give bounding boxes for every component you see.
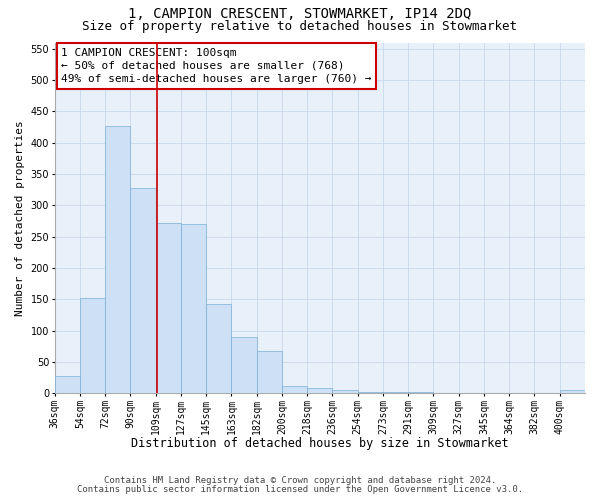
Bar [332, 390, 358, 394]
Bar [383, 392, 408, 394]
Bar [307, 388, 332, 394]
Bar [433, 393, 459, 394]
Bar [560, 390, 585, 394]
Bar [535, 393, 560, 394]
Bar [181, 224, 206, 394]
Text: 1 CAMPION CRESCENT: 100sqm
← 50% of detached houses are smaller (768)
49% of sem: 1 CAMPION CRESCENT: 100sqm ← 50% of deta… [61, 48, 371, 84]
Bar [156, 223, 181, 394]
Bar [130, 188, 156, 394]
Bar [459, 393, 484, 394]
Text: Contains public sector information licensed under the Open Government Licence v3: Contains public sector information licen… [77, 485, 523, 494]
Bar [232, 337, 257, 394]
Bar [358, 392, 383, 394]
Bar [257, 352, 282, 394]
Y-axis label: Number of detached properties: Number of detached properties [15, 120, 25, 316]
Bar [408, 392, 433, 394]
Bar [80, 298, 105, 394]
Bar [484, 393, 509, 394]
X-axis label: Distribution of detached houses by size in Stowmarket: Distribution of detached houses by size … [131, 437, 509, 450]
Text: Contains HM Land Registry data © Crown copyright and database right 2024.: Contains HM Land Registry data © Crown c… [104, 476, 496, 485]
Bar [282, 386, 307, 394]
Bar [206, 304, 232, 394]
Bar [105, 126, 130, 394]
Text: Size of property relative to detached houses in Stowmarket: Size of property relative to detached ho… [83, 20, 517, 33]
Bar [55, 376, 80, 394]
Text: 1, CAMPION CRESCENT, STOWMARKET, IP14 2DQ: 1, CAMPION CRESCENT, STOWMARKET, IP14 2D… [128, 8, 472, 22]
Bar [509, 393, 535, 394]
